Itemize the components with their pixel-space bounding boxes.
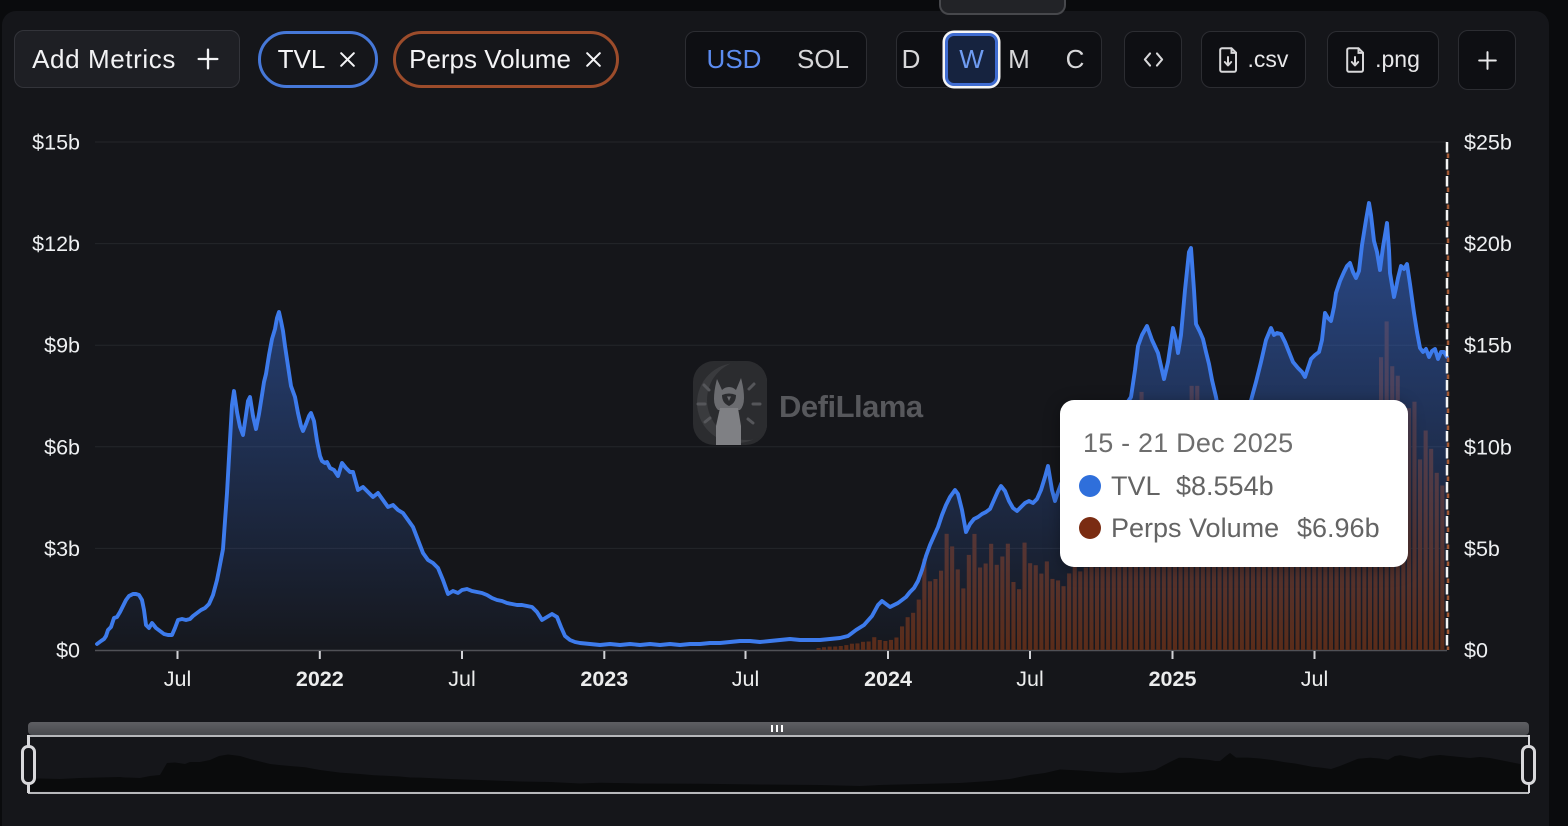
svg-text:$5b: $5b <box>1464 537 1500 561</box>
svg-text:$15b: $15b <box>1464 334 1512 358</box>
svg-text:Jul: Jul <box>164 667 191 691</box>
svg-text:2024: 2024 <box>864 667 912 691</box>
svg-text:$10b: $10b <box>1464 435 1512 459</box>
svg-text:Jul: Jul <box>448 667 475 691</box>
svg-text:$9b: $9b <box>44 334 80 358</box>
svg-text:$25b: $25b <box>1464 131 1512 155</box>
svg-text:$0: $0 <box>1464 639 1488 663</box>
svg-text:Jul: Jul <box>1016 667 1043 691</box>
svg-text:$0: $0 <box>56 639 80 663</box>
svg-text:$12b: $12b <box>32 232 80 256</box>
svg-text:2023: 2023 <box>580 667 628 691</box>
svg-text:$15b: $15b <box>32 131 80 155</box>
svg-text:2022: 2022 <box>296 667 344 691</box>
svg-text:DefiLlama: DefiLlama <box>779 389 924 424</box>
svg-text:$6b: $6b <box>44 435 80 459</box>
svg-text:$20b: $20b <box>1464 232 1512 256</box>
svg-text:Jul: Jul <box>732 667 759 691</box>
svg-text:2025: 2025 <box>1149 667 1197 691</box>
svg-text:$3b: $3b <box>44 537 80 561</box>
svg-text:Jul: Jul <box>1301 667 1328 691</box>
